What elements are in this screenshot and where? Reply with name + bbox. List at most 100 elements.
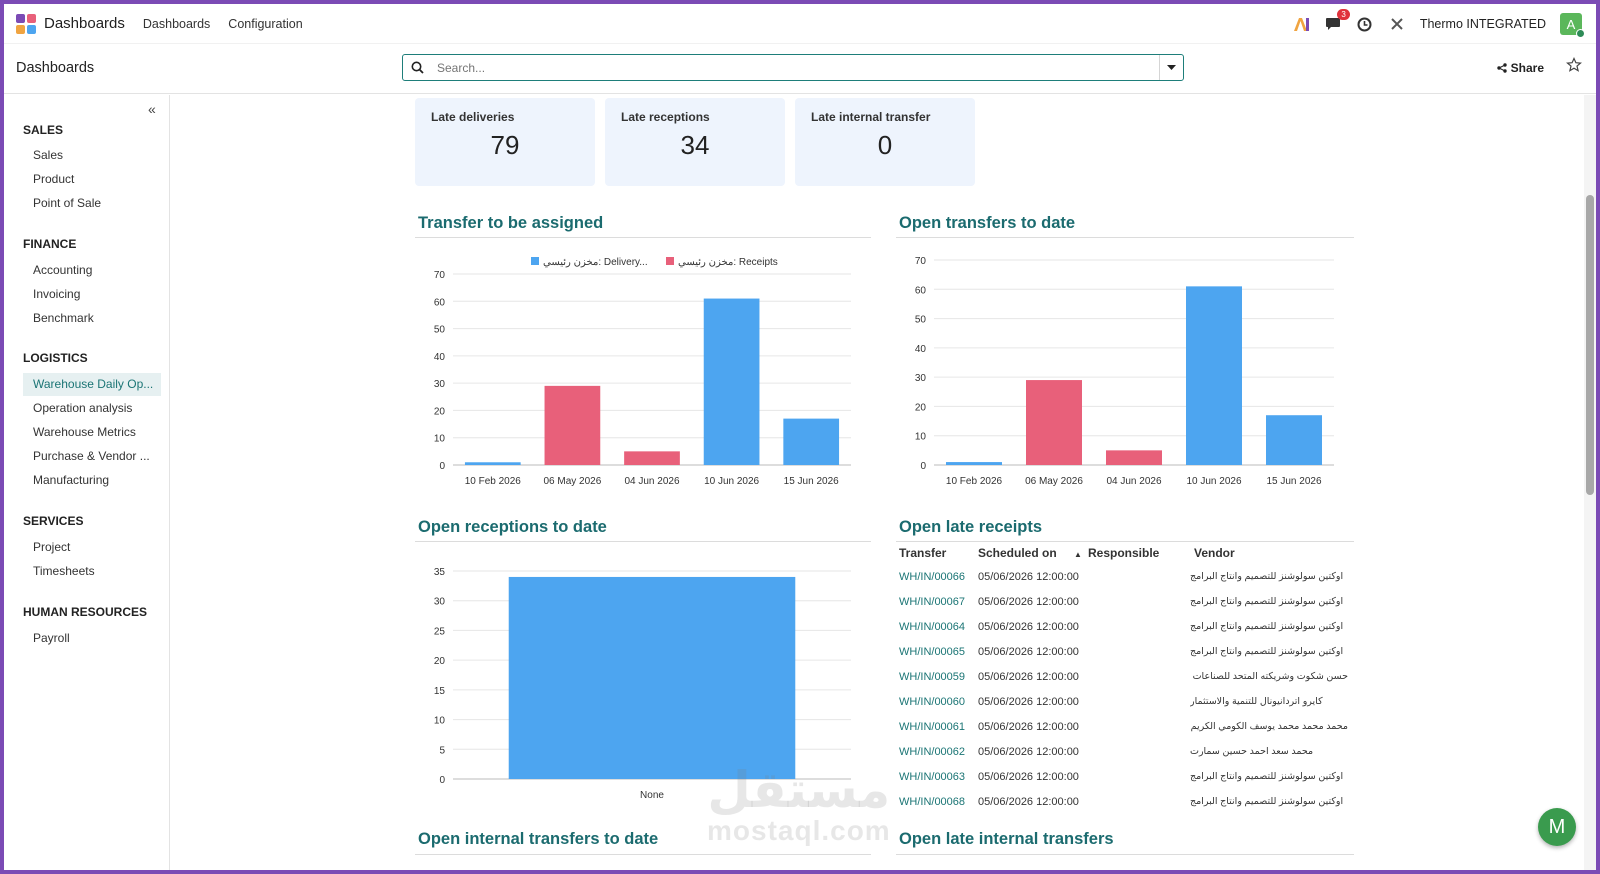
sidebar-item-project[interactable]: Project — [33, 540, 71, 554]
section-finance: FINANCE — [23, 237, 77, 251]
chat-launcher-button[interactable]: M — [1538, 808, 1576, 846]
chart-transfer-assigned[interactable]: 0 10 20 30 40 50 60 70 10 Feb 2026 06 May 2026 04 … — [415, 249, 871, 499]
search-input[interactable] — [431, 60, 1159, 75]
bar[interactable] — [1106, 450, 1162, 465]
company-switcher[interactable]: Thermo INTEGRATED — [1419, 17, 1546, 31]
search-options-toggle[interactable] — [1159, 55, 1183, 80]
bar[interactable] — [508, 576, 796, 779]
debug-tools-icon[interactable] — [1388, 15, 1406, 33]
y-tick-label: 5 — [439, 745, 445, 756]
cell-transfer[interactable]: WH/IN/00065 — [899, 646, 966, 658]
sidebar-item-benchmark[interactable]: Benchmark — [33, 311, 94, 325]
sidebar-item-invoicing[interactable]: Invoicing — [33, 287, 81, 301]
favorite-star-icon[interactable] — [1566, 57, 1582, 76]
section-title-open-internal: Open internal transfers to date — [418, 830, 659, 848]
divider — [415, 237, 871, 238]
y-tick-label: 40 — [434, 352, 446, 363]
x-tick-label: 15 Jun 2026 — [784, 476, 839, 487]
collapse-sidebar-icon[interactable]: « — [148, 101, 156, 117]
watermark-logo: مستقل mostaql.com — [707, 764, 891, 846]
y-tick-label: 10 — [915, 432, 927, 443]
scrollbar-track[interactable] — [1584, 95, 1596, 870]
cell-transfer[interactable]: WH/IN/00061 — [899, 721, 966, 733]
sidebar-item-warehouse-daily[interactable]: Warehouse Daily Op... — [23, 373, 161, 396]
cell-transfer[interactable]: WH/IN/00060 — [899, 696, 966, 708]
table-row[interactable]: WH/IN/00067 05/06/2026 12:00:00 اوكتين سو… — [899, 596, 1357, 621]
y-tick-label: 20 — [434, 656, 446, 667]
kpi-late-receptions[interactable]: Late receptions 34 — [605, 98, 785, 186]
sidebar-item-product[interactable]: Product — [33, 172, 75, 186]
bar[interactable] — [783, 418, 840, 465]
scrollbar-thumb[interactable] — [1586, 195, 1594, 495]
bar[interactable] — [624, 451, 680, 465]
kpi-value: 0 — [877, 130, 893, 160]
sidebar-item-point-of-sale[interactable]: Point of Sale — [33, 196, 102, 210]
kpi-late-internal-transfer[interactable]: Late internal transfer 0 — [795, 98, 975, 186]
cell-transfer[interactable]: WH/IN/00066 — [899, 571, 966, 583]
bar[interactable] — [544, 385, 601, 465]
sidebar-item-accounting[interactable]: Accounting — [33, 263, 93, 277]
cell-transfer[interactable]: WH/IN/00067 — [899, 596, 966, 608]
sort-asc-icon[interactable]: ▲ — [1074, 550, 1082, 559]
section-sales: SALES — [23, 123, 64, 137]
x-tick-label: 06 May 2026 — [1025, 476, 1083, 487]
messages-icon[interactable]: 3 — [1324, 9, 1350, 33]
chart-open-transfers[interactable]: 0 10 20 30 40 50 60 70 10 Feb 2026 06 May 2026 04 … — [896, 249, 1354, 499]
col-header-transfer[interactable]: Transfer — [899, 546, 947, 560]
col-header-scheduled[interactable]: Scheduled on — [978, 546, 1057, 560]
search-icon — [403, 61, 431, 74]
cell-vendor: اوكتين سولوشنز للتصميم وانتاج البرامج — [1190, 571, 1344, 582]
top-navbar: Dashboards Dashboards Configuration 3 Th… — [4, 4, 1596, 44]
col-header-responsible[interactable]: Responsible — [1088, 546, 1160, 560]
y-tick-label: 15 — [434, 686, 446, 697]
apps-menu-icon[interactable] — [16, 13, 36, 34]
ai-icon[interactable] — [1292, 15, 1310, 33]
table-row[interactable]: WH/IN/00060 05/06/2026 12:00:00 كايرو اتر… — [899, 696, 1357, 721]
nav-dashboards[interactable]: Dashboards — [142, 16, 211, 31]
sidebar-item-operation-analysis[interactable]: Operation analysis — [33, 401, 133, 415]
nav-configuration[interactable]: Configuration — [228, 16, 303, 31]
sidebar-item-purchase-vendor[interactable]: Purchase & Vendor ... — [33, 449, 150, 463]
cell-transfer[interactable]: WH/IN/00068 — [899, 796, 966, 808]
bar[interactable] — [1026, 380, 1082, 465]
bar[interactable] — [464, 462, 521, 465]
table-row[interactable]: WH/IN/00062 05/06/2026 12:00:00 محمد سعد … — [899, 746, 1357, 771]
x-tick-label: 06 May 2026 — [543, 476, 601, 487]
kpi-late-deliveries[interactable]: Late deliveries 79 — [415, 98, 595, 186]
table-row[interactable]: WH/IN/00068 05/06/2026 12:00:00 اوكتين سو… — [899, 796, 1357, 821]
legend-entry: مخزن رئيسي: Receipts — [678, 257, 778, 268]
share-button[interactable]: Share — [1496, 61, 1544, 75]
app-brand[interactable]: Dashboards — [44, 15, 125, 32]
y-tick-label: 70 — [434, 270, 446, 281]
cell-scheduled: 05/06/2026 12:00:00 — [978, 746, 1079, 758]
table-row[interactable]: WH/IN/00063 05/06/2026 12:00:00 اوكتين سو… — [899, 771, 1357, 796]
col-header-vendor[interactable]: Vendor — [1194, 546, 1235, 560]
sidebar-item-warehouse-metrics[interactable]: Warehouse Metrics — [33, 425, 136, 439]
bar[interactable] — [703, 298, 760, 465]
table-row[interactable]: WH/IN/00059 05/06/2026 12:00:00 حسن شكوت … — [899, 671, 1357, 696]
user-avatar[interactable]: A — [1560, 13, 1585, 38]
y-tick-label: 30 — [434, 379, 446, 390]
cell-vendor: اوكتين سولوشنز للتصميم وانتاج البرامج — [1190, 796, 1344, 807]
bar[interactable] — [946, 462, 1002, 465]
divider — [415, 541, 871, 542]
table-row[interactable]: WH/IN/00065 05/06/2026 12:00:00 اوكتين سو… — [899, 646, 1357, 671]
cell-vendor: حسن شكوت وشريكته المتحد للصناعات المعدني… — [1190, 671, 1348, 682]
x-tick-label: 10 Feb 2026 — [946, 476, 1003, 487]
cell-transfer[interactable]: WH/IN/00063 — [899, 771, 966, 783]
cell-transfer[interactable]: WH/IN/00059 — [899, 671, 966, 683]
sidebar-item-sales[interactable]: Sales — [33, 148, 64, 162]
chart-open-receptions[interactable]: 0 5 10 15 20 25 30 35 None — [415, 559, 871, 809]
sidebar-item-manufacturing[interactable]: Manufacturing — [33, 473, 110, 487]
table-row[interactable]: WH/IN/00066 05/06/2026 12:00:00 اوكتين سو… — [899, 571, 1357, 596]
cell-transfer[interactable]: WH/IN/00064 — [899, 621, 966, 633]
sidebar-item-payroll[interactable]: Payroll — [33, 631, 70, 645]
table-row[interactable]: WH/IN/00061 05/06/2026 12:00:00 محمد محمد… — [899, 721, 1357, 746]
table-row[interactable]: WH/IN/00064 05/06/2026 12:00:00 اوكتين سو… — [899, 621, 1357, 646]
bar[interactable] — [1186, 286, 1242, 465]
bar[interactable] — [1266, 415, 1322, 465]
cell-transfer[interactable]: WH/IN/00062 — [899, 746, 966, 758]
kpi-label: Late deliveries — [431, 110, 515, 124]
activity-clock-icon[interactable] — [1356, 15, 1374, 33]
sidebar-item-timesheets[interactable]: Timesheets — [33, 564, 95, 578]
